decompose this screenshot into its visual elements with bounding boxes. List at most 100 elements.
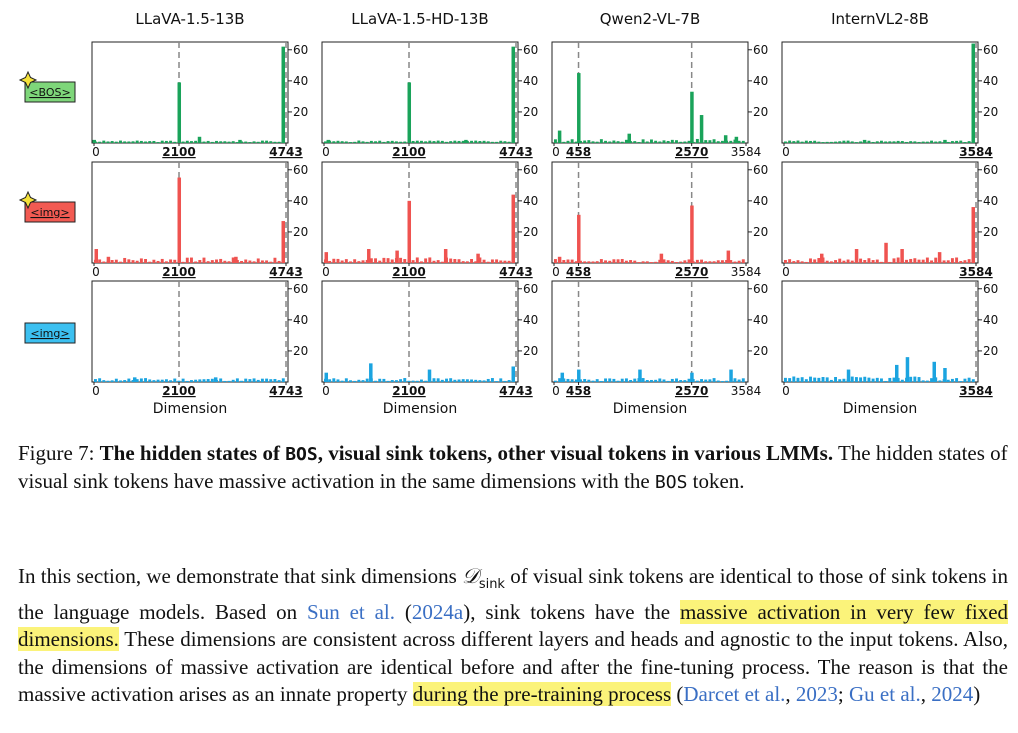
y-tick-label: 60 — [293, 43, 308, 57]
activation-bar — [457, 259, 461, 263]
citation-link[interactable]: Gu et al. — [849, 682, 921, 707]
activation-bar — [880, 261, 883, 263]
activation-bar — [106, 380, 110, 382]
activation-bar — [110, 260, 114, 263]
citation-link[interactable]: 2024 — [931, 682, 974, 707]
activation-bar — [842, 260, 846, 263]
plot-frame — [321, 280, 519, 383]
activation-bar — [139, 258, 143, 263]
activation-bar — [938, 141, 942, 143]
citation-link[interactable]: Darcet et al. — [683, 682, 786, 707]
plot-frame — [321, 161, 519, 264]
y-tick-label: 60 — [293, 163, 308, 177]
activation-bar — [574, 141, 578, 143]
activation-bar — [486, 141, 490, 143]
activation-bar — [716, 260, 720, 263]
activation-bar — [712, 378, 716, 382]
activation-bar — [503, 141, 507, 143]
activation-bar — [633, 260, 637, 263]
activation-bar — [932, 361, 936, 382]
activation-bar — [608, 141, 612, 143]
activation-bar — [461, 261, 465, 263]
activation-bar — [867, 258, 871, 263]
activation-bar — [809, 140, 812, 143]
activation-bar — [424, 141, 428, 143]
activation-bar — [490, 141, 494, 143]
y-tick-label: 20 — [753, 105, 768, 119]
activation-bar — [185, 257, 189, 263]
activation-bar — [871, 141, 875, 143]
activation-bar — [946, 141, 950, 143]
activation-bar — [875, 377, 879, 382]
activation-bar — [700, 379, 704, 382]
plot-frame — [781, 280, 979, 383]
x-tick-label: 2100 — [162, 384, 195, 398]
activation-bar — [641, 261, 645, 263]
activation-bar — [662, 379, 666, 382]
row-label-text: <BOS> — [29, 86, 70, 99]
activation-bar — [959, 381, 963, 382]
activation-bar — [219, 141, 223, 143]
activation-bar — [223, 141, 227, 143]
activation-bar — [679, 141, 683, 143]
activation-bar — [895, 364, 899, 382]
activation-bar — [173, 378, 177, 382]
activation-bar — [846, 259, 850, 263]
x-tick-label: 2570 — [675, 265, 708, 279]
activation-bar — [470, 258, 474, 263]
y-tick-label: 20 — [523, 225, 538, 239]
activation-bar — [587, 379, 591, 382]
row-label: <BOS> — [18, 70, 76, 103]
activation-bar — [734, 136, 739, 143]
activation-bar — [474, 379, 478, 382]
activation-bar — [683, 380, 687, 382]
activation-bar — [361, 260, 365, 263]
x-axis-label: Dimension — [613, 401, 687, 417]
citation-link[interactable]: Sun et al. — [307, 599, 396, 624]
activation-bar — [482, 380, 486, 382]
activation-bar — [428, 140, 432, 143]
activation-bar — [817, 258, 821, 263]
activation-bar — [846, 140, 850, 143]
activation-bar — [654, 140, 658, 143]
x-tick-label: 0 — [322, 265, 330, 279]
activation-bar — [361, 141, 365, 143]
activation-bar — [507, 260, 511, 263]
activation-bar — [690, 205, 694, 263]
x-tick-label: 3584 — [959, 265, 992, 279]
activation-bar — [875, 259, 879, 263]
activation-bar — [98, 259, 102, 263]
activation-bar — [729, 140, 733, 143]
activation-bar — [804, 379, 808, 382]
activation-bar — [436, 378, 440, 382]
activation-bar — [465, 261, 469, 263]
y-tick-label: 40 — [293, 313, 308, 327]
activation-bar — [344, 141, 348, 143]
activation-bar — [800, 141, 804, 143]
activation-bar — [213, 377, 218, 382]
activation-bar — [675, 140, 678, 143]
citation-link[interactable]: 2023 — [795, 682, 838, 707]
x-tick-label: 4743 — [269, 265, 302, 279]
activation-bar — [871, 260, 875, 263]
activation-bar — [411, 141, 415, 143]
activation-bar — [173, 141, 177, 143]
activation-bar — [148, 261, 152, 263]
activation-bar — [399, 141, 403, 143]
activation-bar — [554, 139, 557, 143]
x-tick-label: 0 — [322, 384, 330, 398]
activation-bar — [252, 378, 256, 382]
activation-bar — [427, 369, 432, 382]
activation-bar — [478, 141, 482, 143]
activation-bar — [737, 140, 741, 143]
activation-bar — [152, 380, 156, 382]
activation-bar — [641, 139, 645, 143]
citation-link[interactable]: 2024a — [411, 599, 464, 624]
activation-bar — [796, 260, 800, 263]
activation-bar — [583, 261, 587, 263]
activation-bar — [716, 141, 720, 143]
activation-bar — [511, 46, 515, 143]
plot-frame — [321, 41, 519, 144]
activation-bar — [905, 141, 908, 143]
activation-bar — [110, 380, 114, 382]
